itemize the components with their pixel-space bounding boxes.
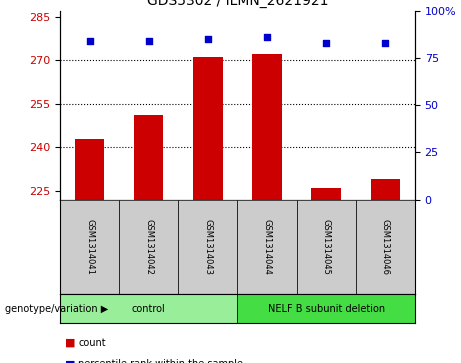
Point <box>322 40 330 46</box>
Text: count: count <box>78 338 106 348</box>
Point <box>145 38 152 44</box>
Bar <box>237 200 296 294</box>
Bar <box>311 188 341 200</box>
Text: ■: ■ <box>65 359 75 363</box>
Bar <box>60 200 119 294</box>
Bar <box>237 294 415 323</box>
Bar <box>119 200 178 294</box>
Text: GSM1314041: GSM1314041 <box>85 219 94 275</box>
Text: GSM1314044: GSM1314044 <box>262 219 272 275</box>
Bar <box>178 200 237 294</box>
Text: percentile rank within the sample: percentile rank within the sample <box>78 359 243 363</box>
Bar <box>193 57 223 200</box>
Bar <box>371 179 400 200</box>
Text: ■: ■ <box>65 338 75 348</box>
Text: genotype/variation ▶: genotype/variation ▶ <box>5 303 108 314</box>
Text: GSM1314045: GSM1314045 <box>322 219 331 275</box>
Bar <box>134 115 164 200</box>
Text: GSM1314042: GSM1314042 <box>144 219 153 275</box>
Point <box>263 34 271 40</box>
Text: GSM1314043: GSM1314043 <box>203 219 213 275</box>
Bar <box>75 139 104 200</box>
Text: control: control <box>132 303 165 314</box>
Bar <box>296 200 356 294</box>
Bar <box>252 54 282 200</box>
Title: GDS5302 / ILMN_2621921: GDS5302 / ILMN_2621921 <box>147 0 328 8</box>
Point <box>86 38 93 44</box>
Text: GSM1314046: GSM1314046 <box>381 219 390 275</box>
Point <box>382 40 389 46</box>
Bar <box>356 200 415 294</box>
Text: NELF B subunit deletion: NELF B subunit deletion <box>267 303 385 314</box>
Bar <box>60 294 237 323</box>
Point <box>204 36 212 42</box>
